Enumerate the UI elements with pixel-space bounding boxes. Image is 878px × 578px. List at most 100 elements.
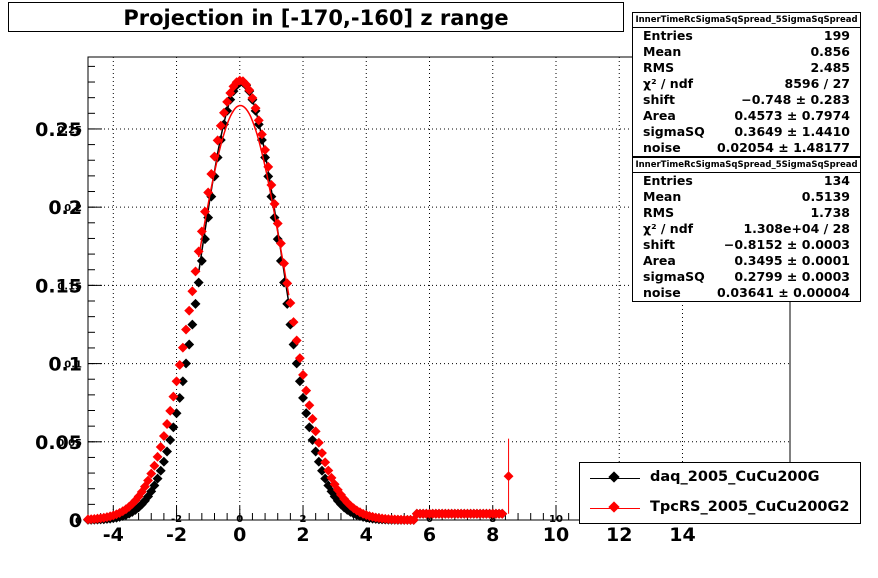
- data-point: [313, 456, 324, 467]
- data-point: [291, 335, 302, 346]
- legend: daq_2005_CuCu200G TpcRS_2005_CuCu200G2: [579, 462, 861, 524]
- stats-box-tpcrs: InnerTimeRcSigmaSqSpread_5SigmaSqSpread …: [632, 157, 861, 302]
- stats-key: Entries: [643, 173, 693, 188]
- data-point: [168, 391, 179, 402]
- stats-value: 0.3649 ± 1.4410: [734, 124, 850, 139]
- stats-row: χ² / ndf 8596 / 27: [633, 76, 860, 92]
- data-point: [317, 448, 327, 458]
- data-point: [301, 408, 312, 419]
- stats-value: 0.2799 ± 0.0003: [734, 269, 850, 284]
- data-point: [174, 360, 185, 370]
- stats-row: shift −0.748 ± 0.283: [633, 92, 860, 108]
- stats-key: noise: [643, 285, 681, 300]
- data-point: [266, 180, 277, 190]
- stats-key: Mean: [643, 44, 682, 59]
- data-point: [215, 120, 226, 131]
- stats-value: 2.485: [810, 60, 850, 75]
- data-point: [152, 451, 163, 462]
- data-point: [149, 480, 160, 491]
- stats-row: noise 0.02054 ± 1.48177: [633, 140, 860, 156]
- stats-row: RMS 1.738: [633, 205, 860, 221]
- chart-title: Projection in [-170,-160] z range: [8, 2, 624, 32]
- data-point: [313, 437, 324, 448]
- stats-row: shift −0.8152 ± 0.0003: [633, 237, 860, 253]
- data-point: [497, 508, 508, 519]
- legend-label: daq_2005_CuCu200G: [650, 469, 820, 485]
- data-point: [155, 465, 166, 476]
- x-tick-label: 10: [543, 524, 569, 546]
- data-point: [307, 413, 318, 424]
- stats-row: Area 0.3495 ± 0.0001: [633, 253, 860, 269]
- data-point: [143, 475, 154, 486]
- data-point: [275, 238, 286, 249]
- data-point: [209, 151, 220, 162]
- stats-row: Mean 0.5139: [633, 189, 860, 205]
- stats-value: 134: [823, 173, 850, 188]
- data-point: [177, 376, 188, 387]
- data-point: [146, 468, 157, 479]
- stats-key: χ² / ndf: [643, 76, 694, 91]
- x-tick-label: 14: [669, 524, 695, 546]
- stats-key: Entries: [643, 28, 693, 43]
- data-point: [279, 258, 290, 269]
- data-point: [162, 446, 173, 457]
- legend-item-tpcrs: TpcRS_2005_CuCu200G2: [580, 493, 860, 523]
- data-point: [200, 206, 210, 217]
- data-point: [212, 135, 223, 146]
- data-point: [263, 171, 274, 182]
- data-point: [165, 405, 176, 416]
- stats-key: shift: [643, 92, 676, 107]
- y-tick-label-small: 0.05: [57, 438, 82, 449]
- data-point: [187, 286, 198, 297]
- data-point: [256, 129, 267, 140]
- stats-value: 0.03641 ± 0.00004: [716, 285, 850, 300]
- y-tick-label: 0.25: [35, 119, 82, 141]
- stats-row: RMS 2.485: [633, 60, 860, 76]
- data-point: [193, 277, 204, 288]
- x-tick-label: -2: [166, 524, 187, 546]
- legend-item-daq: daq_2005_CuCu200G: [580, 463, 860, 493]
- stats-value: 199: [823, 28, 850, 43]
- data-point: [158, 431, 169, 441]
- x-tick-label: 2: [296, 524, 309, 546]
- data-point: [203, 187, 214, 198]
- data-point: [250, 103, 261, 114]
- data-point: [222, 96, 233, 107]
- stats-value: 0.4573 ± 0.7974: [734, 108, 850, 123]
- data-point: [247, 93, 258, 103]
- data-point: [253, 115, 264, 126]
- data-point: [206, 169, 217, 179]
- stats-key: Mean: [643, 189, 682, 204]
- stats-row: sigmaSQ 0.3649 ± 1.4410: [633, 124, 860, 140]
- data-point: [288, 317, 299, 328]
- y-tick-label: 0.05: [35, 432, 82, 454]
- y-tick-label: 0.15: [35, 275, 82, 297]
- stats-key: sigmaSQ: [643, 124, 705, 139]
- data-point: [184, 305, 195, 316]
- stats-value: −0.748 ± 0.283: [741, 92, 850, 107]
- stats-key: sigmaSQ: [643, 269, 705, 284]
- data-point: [260, 144, 271, 155]
- stats-row: sigmaSQ 0.2799 ± 0.0003: [633, 269, 860, 285]
- data-point: [282, 278, 293, 289]
- data-point: [244, 85, 255, 96]
- legend-marker: [608, 501, 620, 513]
- x-tick-label: 8: [486, 524, 499, 546]
- stats-row: noise 0.03641 ± 0.00004: [633, 285, 860, 301]
- x-tick-label: 4: [360, 524, 373, 546]
- stats-box-daq: InnerTimeRcSigmaSqSpread_5SigmaSqSpread …: [632, 12, 861, 157]
- stats-value: −0.8152 ± 0.0003: [723, 237, 850, 252]
- data-point: [301, 385, 312, 396]
- data-point: [304, 400, 315, 411]
- data-point: [310, 426, 321, 437]
- stats-value: 0.02054 ± 1.48177: [716, 140, 850, 155]
- stats-value: 0.856: [810, 44, 850, 59]
- stats-header: InnerTimeRcSigmaSqSpread_5SigmaSqSpread: [633, 158, 860, 173]
- data-point: [304, 422, 315, 433]
- data-point: [323, 465, 334, 476]
- y-tick-label-small: 0.1: [64, 360, 82, 371]
- data-point: [272, 218, 283, 229]
- data-point: [317, 465, 327, 476]
- x-tick-label: 0: [233, 524, 246, 546]
